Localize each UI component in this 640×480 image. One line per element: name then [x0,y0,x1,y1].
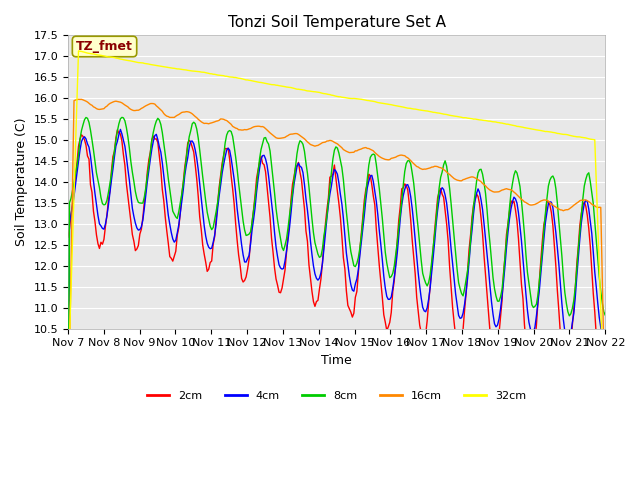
Line: 2cm: 2cm [68,130,605,374]
16cm [602,415,609,420]
Line: 32cm: 32cm [68,51,605,434]
16cm [573,200,580,206]
8cm [573,266,580,272]
2cm [598,371,606,377]
4cm [116,127,124,132]
2cm [226,156,234,162]
32cm [244,77,252,83]
16cm [75,96,83,102]
16cm [301,136,308,142]
4cm [244,256,252,262]
16cm [226,120,234,126]
2cm [64,234,72,240]
32cm [602,431,609,437]
32cm [301,87,308,93]
Legend: 2cm, 4cm, 8cm, 16cm, 32cm: 2cm, 4cm, 8cm, 16cm, 32cm [143,386,531,405]
4cm [132,220,140,226]
8cm [132,189,140,194]
32cm [226,74,234,80]
16cm [253,123,260,129]
8cm [301,148,308,154]
4cm [602,333,609,338]
2cm [301,205,308,211]
32cm [64,383,72,388]
2cm [244,266,252,272]
8cm [244,232,252,238]
Y-axis label: Soil Temperature (C): Soil Temperature (C) [15,118,28,246]
X-axis label: Time: Time [321,354,352,367]
2cm [573,261,580,266]
Line: 4cm: 4cm [68,130,605,480]
4cm [573,273,580,279]
32cm [253,79,260,84]
8cm [602,312,609,318]
2cm [253,175,260,181]
8cm [253,182,260,188]
32cm [573,134,580,140]
8cm [118,114,125,120]
4cm [301,182,308,188]
Text: TZ_fmet: TZ_fmet [76,40,133,53]
16cm [132,108,140,113]
16cm [64,432,72,438]
Title: Tonzi Soil Temperature Set A: Tonzi Soil Temperature Set A [228,15,445,30]
16cm [244,127,252,132]
8cm [226,128,234,133]
2cm [132,248,140,253]
Line: 16cm: 16cm [68,99,605,435]
32cm [75,48,83,54]
4cm [226,147,234,153]
2cm [113,127,121,132]
4cm [253,189,260,195]
Line: 8cm: 8cm [68,117,605,480]
2cm [602,354,609,360]
32cm [132,59,140,65]
